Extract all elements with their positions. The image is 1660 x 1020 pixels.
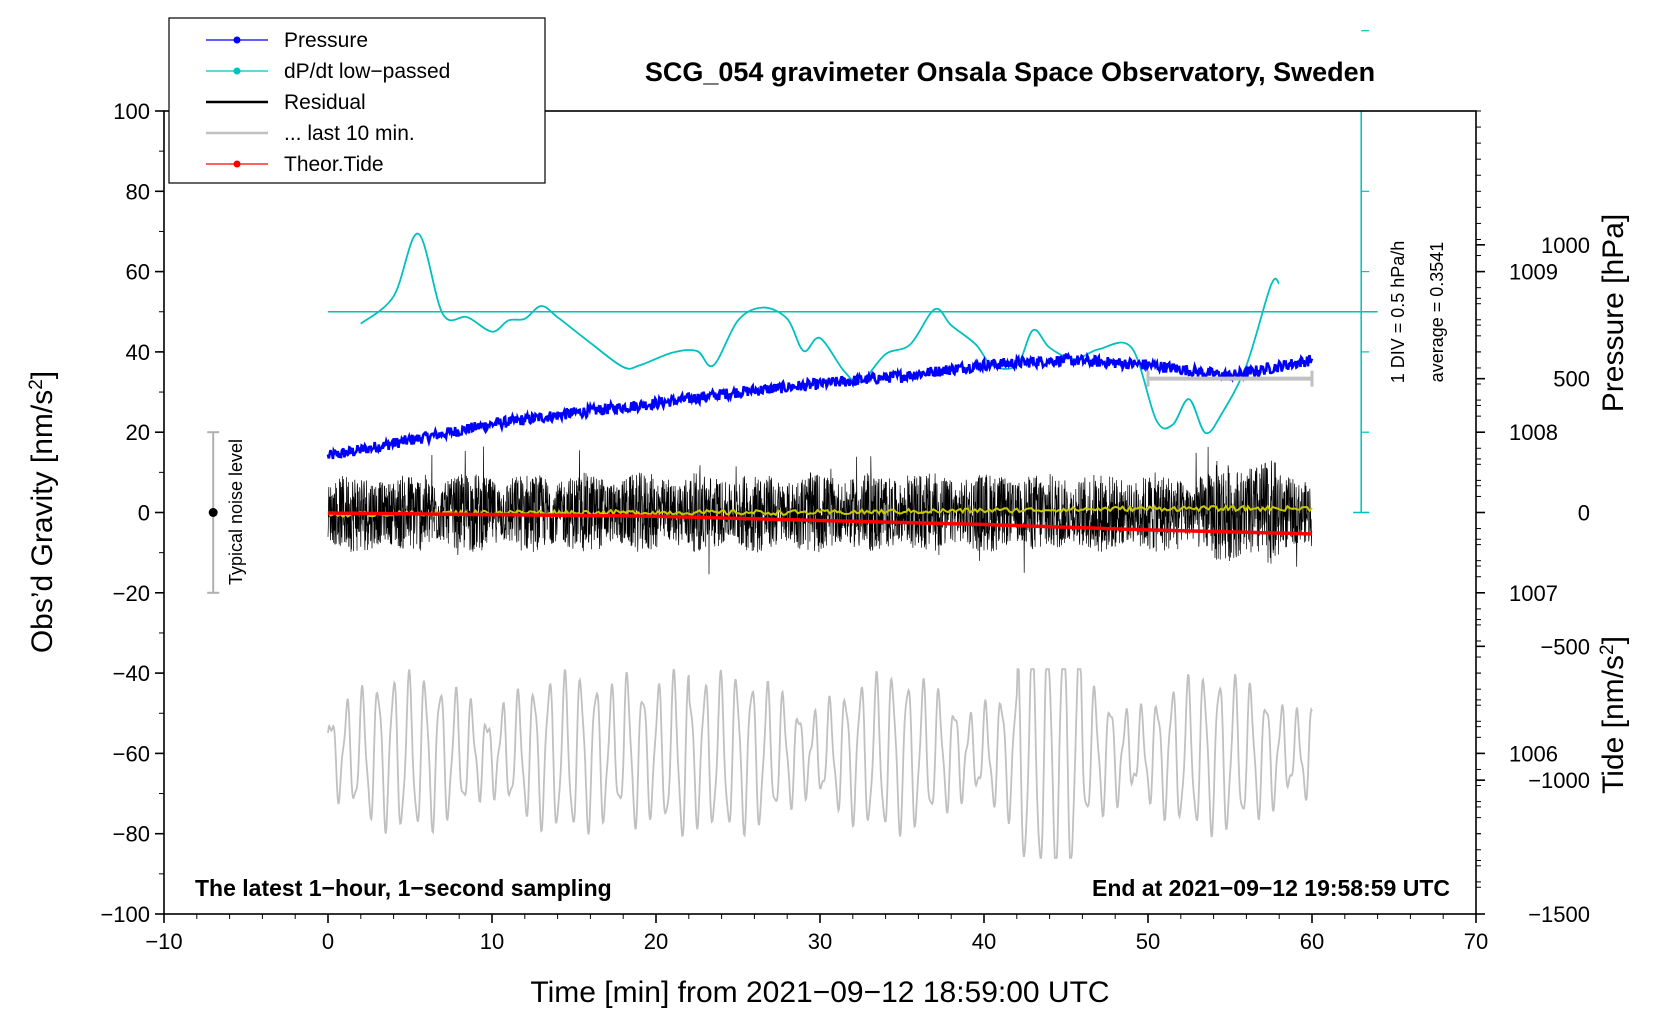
legend-label: dP/dt low−passed <box>284 60 450 83</box>
pressure-tick-label: 1008 <box>1509 420 1558 445</box>
x-tick-label: 50 <box>1136 929 1160 954</box>
end-time-note: End at 2021−09−12 19:58:59 UTC <box>1092 875 1450 901</box>
y-tick-label: 100 <box>113 99 150 124</box>
y-axis-title-tide-end: ] <box>1597 636 1630 644</box>
pressure-tick-label: 1006 <box>1509 741 1558 766</box>
dpdt-series-line <box>360 232 1281 435</box>
y-axis-title-tide-sup: 2 <box>1597 644 1618 655</box>
y-tick-label: −80 <box>113 822 150 847</box>
pressure-tick-label: 1007 <box>1509 581 1558 606</box>
tide-series-line <box>327 511 1313 536</box>
tide-tick-label: 0 <box>1578 501 1590 526</box>
y-axis-title-left-text: Obs’d Gravity [nm/s <box>26 390 59 653</box>
pressure-tick-label: 1009 <box>1509 260 1558 285</box>
legend-label: ... last 10 min. <box>284 122 415 145</box>
y-tick-label: 60 <box>126 260 150 285</box>
last-10-min-series-line <box>327 668 1313 859</box>
y-axis-title-pressure: Pressure [hPa] <box>1597 214 1630 412</box>
series-layer <box>207 30 1378 859</box>
y-tick-label: 20 <box>126 420 150 445</box>
y-tick-label: 80 <box>126 179 150 204</box>
x-tick-label: 20 <box>644 929 668 954</box>
x-tick-label: −10 <box>145 929 182 954</box>
legend-marker <box>233 36 241 44</box>
y-axis-title-left-end: ] <box>26 371 59 379</box>
noise-level-label: Typical noise level <box>226 439 246 585</box>
y-tick-label: 0 <box>138 501 150 526</box>
y-tick-label: −60 <box>113 741 150 766</box>
tide-tick-label: 1000 <box>1541 233 1590 258</box>
tide-tick-label: 500 <box>1553 367 1590 392</box>
axes-layer: −10 0 10 20 30 40 50 60 70100806040200−20−40−60−… <box>100 99 1590 954</box>
tide-tick-label: −1000 <box>1528 768 1590 793</box>
noise-level-dot <box>208 508 218 517</box>
legend: Pressure dP/dt low−passed Residual ... last… <box>168 17 546 184</box>
x-tick-label: 70 <box>1464 929 1488 954</box>
legend-label: Theor.Tide <box>284 153 384 176</box>
x-tick-label: 30 <box>808 929 832 954</box>
x-tick-label: 60 <box>1300 929 1324 954</box>
legend-box <box>168 17 546 184</box>
y-tick-label: −40 <box>113 661 150 686</box>
legend-marker <box>233 67 241 75</box>
x-tick-label: 10 <box>480 929 504 954</box>
y-tick-label: −20 <box>113 581 150 606</box>
y-axis-title-left: Obs’d Gravity [nm/s2] <box>26 371 59 653</box>
sampling-note: The latest 1−hour, 1−second sampling <box>195 875 612 901</box>
legend-marker <box>233 160 241 168</box>
dpdt-average-label: average = 0.3541 <box>1427 242 1447 383</box>
legend-label: Pressure <box>284 29 368 52</box>
tide-tick-label: −500 <box>1540 634 1590 659</box>
x-tick-label: 40 <box>972 929 996 954</box>
pressure-series-line <box>326 351 1314 460</box>
x-tick-label: 0 <box>322 929 334 954</box>
y-tick-label: −100 <box>100 902 150 927</box>
y-tick-label: 40 <box>126 340 150 365</box>
x-axis-title: Time [min] from 2021−09−12 18:59:00 UTC <box>530 976 1109 1009</box>
y-axis-title-tide-text: Tide [nm/s <box>1597 655 1630 794</box>
y-axis-title-tide: Tide [nm/s2] <box>1597 636 1630 794</box>
tide-tick-label: −1500 <box>1528 902 1590 927</box>
dpdt-div-label: 1 DIV = 0.5 hPa/h <box>1388 241 1408 384</box>
legend-label: Residual <box>284 91 366 114</box>
chart-title: SCG_054 gravimeter Onsala Space Observat… <box>645 57 1375 87</box>
y-axis-title-left-sup: 2 <box>26 379 47 390</box>
